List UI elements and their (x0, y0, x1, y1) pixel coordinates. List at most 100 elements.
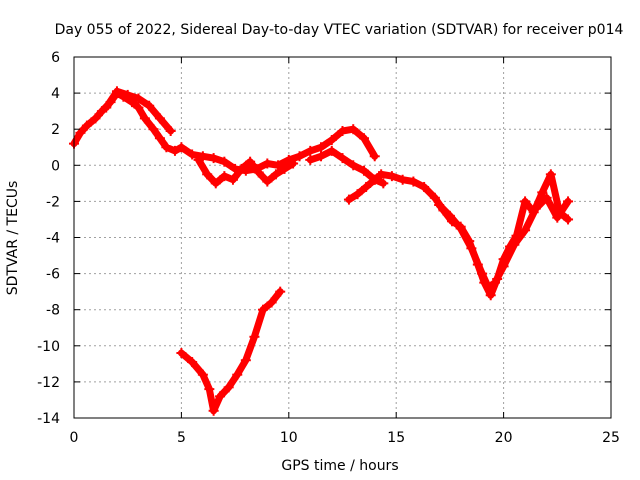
data-point (208, 153, 219, 164)
y-tick-label: -4 (46, 231, 60, 247)
x-tick-label: 5 (177, 430, 186, 446)
data-point (169, 145, 180, 156)
data-series (101, 86, 176, 137)
data-point (227, 174, 238, 185)
y-tick-label: -14 (37, 411, 60, 427)
data-point (386, 171, 397, 182)
data-point (273, 160, 284, 171)
data-point (245, 156, 256, 167)
data-point (348, 124, 359, 135)
x-tick-label: 0 (70, 430, 79, 446)
data-point (90, 113, 101, 124)
data-point (316, 151, 327, 162)
x-axis-title: GPS time / hours (281, 458, 398, 474)
data-point (537, 187, 548, 198)
data-point (563, 196, 574, 207)
data-point (434, 200, 445, 211)
data-point (520, 225, 531, 236)
y-tick-label: 4 (51, 86, 60, 102)
data-point (262, 176, 273, 187)
data-point (176, 142, 187, 153)
data-point (139, 113, 150, 124)
y-tick-label: 6 (51, 50, 60, 66)
data-point (249, 331, 260, 342)
data-point (455, 223, 466, 234)
data-point (210, 178, 221, 189)
data-point (485, 290, 496, 301)
data-point (348, 160, 359, 171)
data-point (111, 86, 122, 97)
data-point (337, 126, 348, 137)
data-point (232, 369, 243, 380)
data-point (154, 133, 165, 144)
y-tick-label: -8 (46, 303, 60, 319)
x-tick-label: 10 (280, 430, 298, 446)
data-point (552, 212, 563, 223)
data-point (81, 120, 92, 131)
data-point (316, 142, 327, 153)
data-point (219, 171, 230, 182)
data-point (343, 194, 354, 205)
data-point (148, 124, 159, 135)
data-point (204, 384, 215, 395)
data-point (275, 286, 286, 297)
data-point (187, 357, 198, 368)
data-point (262, 158, 273, 169)
data-point (294, 151, 305, 162)
y-tick-labels: -14 -12 -10 -8 -6 -4 -2 0 2 4 6 (37, 50, 60, 427)
data-point (444, 210, 455, 221)
data-point (305, 154, 316, 165)
data-point (520, 196, 531, 207)
data-point (369, 151, 380, 162)
data-point (202, 169, 213, 180)
data-point (490, 277, 501, 288)
x-tick-labels: 0 5 10 15 20 25 (70, 430, 620, 446)
data-point (133, 102, 144, 113)
data-point (101, 102, 112, 113)
data-point (358, 165, 369, 176)
data-point (161, 142, 172, 153)
data-point (133, 93, 144, 104)
data-point (483, 283, 494, 294)
axis-ticks (73, 56, 612, 419)
data-series (343, 171, 385, 205)
data-point (279, 163, 290, 174)
data-point (144, 100, 155, 111)
data-point (122, 89, 133, 100)
y-tick-label: 0 (51, 158, 60, 174)
data-series (193, 154, 299, 189)
data-point (397, 174, 408, 185)
y-tick-label: -12 (37, 375, 60, 391)
data-point (75, 127, 86, 138)
data-point (266, 297, 277, 308)
data-point (305, 145, 316, 156)
data-point (498, 261, 509, 272)
data-series (176, 286, 286, 416)
data-point (193, 154, 204, 165)
x-tick-label: 25 (602, 430, 620, 446)
x-tick-label: 20 (495, 430, 513, 446)
data-point (429, 192, 440, 203)
data-point (419, 181, 430, 192)
data-point (408, 176, 419, 187)
data-point (215, 391, 226, 402)
y-tick-label: -10 (37, 339, 60, 355)
data-point (477, 268, 488, 279)
data-point (154, 113, 165, 124)
chart-title: Day 055 of 2022, Sidereal Day-to-day VTE… (55, 22, 624, 38)
data-point (187, 149, 198, 160)
y-tick-label: 2 (51, 122, 60, 138)
data-point (361, 181, 372, 192)
data-point (530, 203, 541, 214)
data-point (240, 355, 251, 366)
data-point (337, 153, 348, 164)
data-point (563, 214, 574, 225)
series-line (435, 194, 572, 292)
data-point (270, 169, 281, 180)
data-point (288, 158, 299, 169)
x-tick-label: 15 (387, 430, 405, 446)
data-point (545, 169, 556, 180)
data-point (165, 126, 176, 137)
